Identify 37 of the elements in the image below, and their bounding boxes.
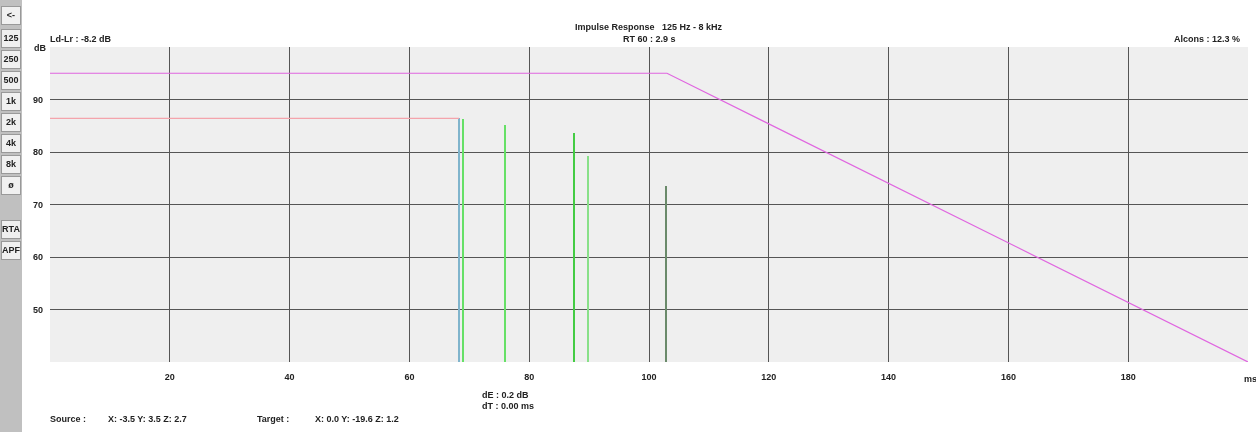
text: Target :	[257, 414, 290, 424]
text: 1k	[1, 92, 21, 111]
chart-subtitle: RT 60 : 2.9 s	[623, 34, 676, 44]
y-axis-title: dB	[34, 43, 47, 53]
text: Ld-Lr : -8.2 dB	[50, 34, 111, 44]
text: 500	[1, 71, 21, 90]
x-tick-label: 120	[761, 372, 777, 382]
text: dE : 0.2 dB	[482, 390, 529, 400]
x-tick-label: 160	[1000, 372, 1016, 382]
text: 250	[1, 50, 21, 69]
text: X: -3.5 Y: 3.5 Z: 2.7	[108, 414, 187, 424]
chart-title: Impulse Response 125 Hz - 8 kHz	[575, 22, 723, 32]
text: RTA	[1, 220, 21, 239]
x-tick-label: 80	[524, 372, 535, 382]
text: 4k	[1, 134, 21, 153]
text: dT : 0.00 ms	[482, 401, 535, 411]
text: 125	[1, 29, 21, 48]
x-tick-label: 60	[404, 372, 415, 382]
x-tick-label: 180	[1120, 372, 1136, 382]
y-tick-label: 50	[32, 304, 43, 315]
text: 2k	[1, 113, 21, 132]
text: <-	[1, 6, 21, 25]
text: Alcons : 12.3 %	[1173, 34, 1240, 44]
y-tick-label: 70	[32, 199, 43, 210]
text: APF	[1, 241, 21, 260]
x-tick-label: 140	[881, 372, 897, 382]
text: X: 0.0 Y: -19.6 Z: 1.2	[315, 414, 399, 424]
x-tick-label: 40	[284, 372, 295, 382]
source-note: Source :	[50, 414, 87, 424]
y-tick-label: 80	[32, 147, 43, 158]
x-tick-label: 100	[641, 372, 657, 382]
y-tick-label: 60	[32, 252, 43, 263]
text: ø	[1, 176, 21, 195]
x-axis-title: ms	[1244, 374, 1256, 384]
y-tick-label: 90	[32, 94, 43, 105]
x-tick-label: 20	[164, 372, 175, 382]
text: 8k	[1, 155, 21, 174]
